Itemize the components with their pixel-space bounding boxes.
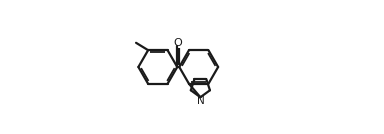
Text: O: O [173, 38, 182, 48]
Text: N: N [197, 96, 204, 106]
